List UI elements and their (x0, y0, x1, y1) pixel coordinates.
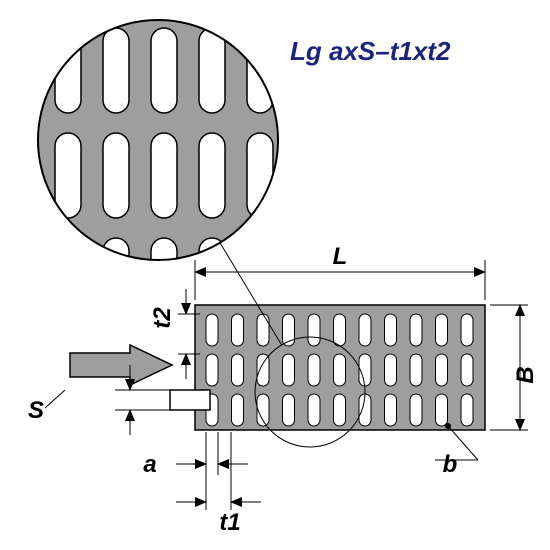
label-t2: t2 (149, 307, 176, 329)
dimension-a: a (143, 432, 248, 478)
slot (232, 354, 244, 386)
slot (206, 354, 218, 386)
magnified-slot (247, 28, 273, 113)
slot (436, 394, 448, 426)
magnified-slot (199, 28, 225, 113)
slot (283, 394, 295, 426)
magnified-slot (55, 238, 81, 323)
magnified-slot (199, 133, 225, 218)
dimension-L: L (195, 243, 485, 300)
slot (334, 354, 346, 386)
slot (410, 394, 422, 426)
slot (334, 314, 346, 346)
slot (385, 314, 397, 346)
diagram-canvas: Lg axS–t1xt2 L B (0, 0, 550, 550)
slot (308, 354, 320, 386)
label-B: B (512, 366, 539, 383)
label-L: L (333, 243, 348, 270)
slot (385, 354, 397, 386)
magnified-slot (103, 28, 129, 113)
slot (385, 394, 397, 426)
magnified-slot (103, 133, 129, 218)
slot (410, 314, 422, 346)
slot (257, 314, 269, 346)
magnified-slot (151, 133, 177, 218)
slot (461, 314, 473, 346)
slot (436, 354, 448, 386)
magnified-slot (151, 28, 177, 113)
edge-view (170, 390, 210, 410)
magnified-slot (103, 238, 129, 323)
slot (461, 354, 473, 386)
magnified-slot (55, 133, 81, 218)
perforated-sheet (195, 305, 485, 430)
figure-title: Lg axS–t1xt2 (290, 36, 451, 66)
slot (334, 394, 346, 426)
direction-arrow-icon (70, 345, 172, 385)
slot (257, 354, 269, 386)
slot (232, 314, 244, 346)
slot (232, 394, 244, 426)
label-S: S (28, 397, 44, 424)
slot (410, 354, 422, 386)
label-b: b (443, 451, 458, 478)
label-t1: t1 (219, 509, 240, 536)
dimension-B: B (490, 305, 539, 430)
slot (461, 394, 473, 426)
magnified-slot (55, 28, 81, 113)
dimension-b: b (435, 423, 478, 478)
slot (436, 314, 448, 346)
magnified-slot (247, 133, 273, 218)
slot (359, 314, 371, 346)
label-a: a (143, 451, 156, 478)
slot (206, 314, 218, 346)
slot (308, 314, 320, 346)
slot (308, 394, 320, 426)
slot (283, 354, 295, 386)
magnifier-view (38, 20, 278, 323)
